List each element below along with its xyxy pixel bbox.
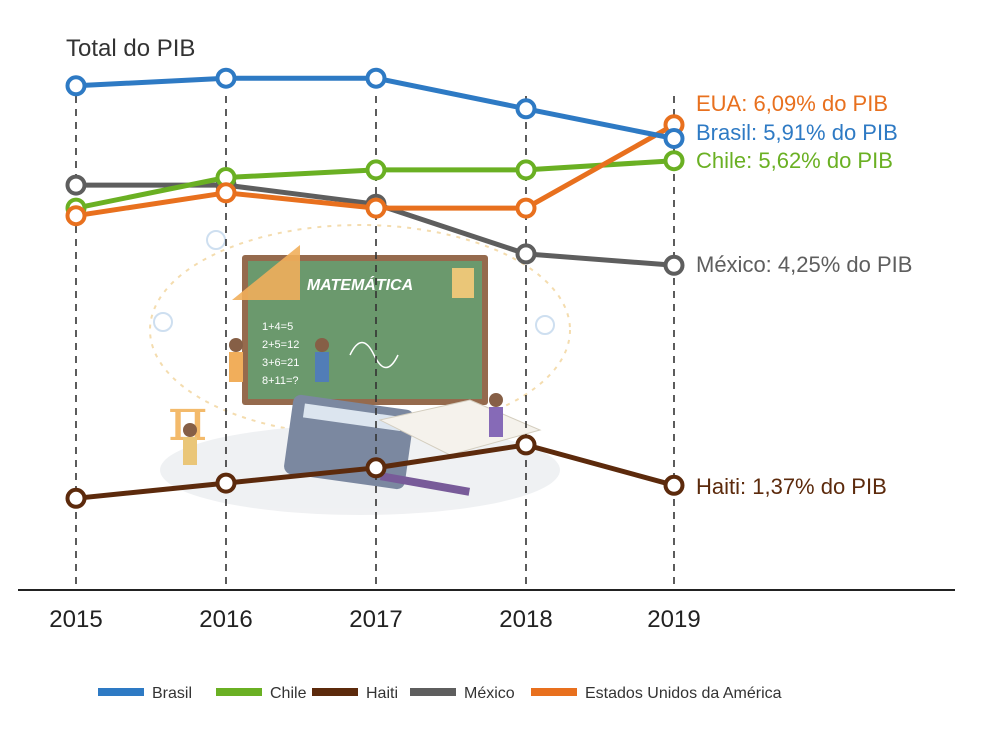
board-title: MATEMÁTICA — [307, 275, 413, 294]
data-point-haiti — [515, 434, 537, 456]
legend-item-brasil: Brasil — [98, 685, 192, 702]
legend-item-chile: Chile — [216, 685, 307, 702]
data-point-chile — [365, 159, 387, 181]
board-line: 3+6=21 — [262, 357, 299, 369]
x-tick-label: 2018 — [499, 606, 552, 633]
series-haiti — [65, 434, 685, 509]
data-point-chile — [663, 150, 685, 172]
end-label-estados-unidos-da-am-rica: EUA: 6,09% do PIB — [696, 91, 888, 116]
legend-label: México — [464, 685, 515, 702]
legend-label: Brasil — [152, 685, 192, 702]
x-tick-label: 2015 — [49, 606, 102, 633]
board-line: 8+11=? — [262, 375, 299, 387]
legend-item-estados-unidos-da-am-rica: Estados Unidos da América — [531, 685, 782, 702]
data-point-estados-unidos-da-am-rica — [65, 205, 87, 227]
end-label-haiti: Haiti: 1,37% do PIB — [696, 474, 887, 499]
legend: Brasil Chile Haiti México Estados Unidos da … — [98, 685, 782, 702]
data-point-m-xico — [663, 254, 685, 276]
board-line: 1+4=5 — [262, 321, 293, 333]
legend-label: Chile — [270, 685, 307, 702]
x-axis-ticks: 2015 2016 2017 2018 2019 — [49, 606, 700, 633]
data-point-brasil — [65, 75, 87, 97]
series-layer — [65, 67, 685, 509]
x-tick-label: 2019 — [647, 606, 700, 633]
data-point-haiti — [365, 457, 387, 479]
data-point-estados-unidos-da-am-rica — [215, 182, 237, 204]
series-brasil — [65, 67, 685, 149]
chart-title: Total do PIB — [66, 35, 195, 62]
data-point-m-xico — [65, 174, 87, 196]
end-label-chile: Chile: 5,62% do PIB — [696, 148, 893, 173]
data-point-haiti — [663, 474, 685, 496]
data-point-chile — [515, 159, 537, 181]
legend-item-m-xico: México — [410, 685, 515, 702]
legend-swatch — [98, 688, 144, 696]
legend-swatch — [410, 688, 456, 696]
board-line: 2+5=12 — [262, 339, 299, 351]
legend-item-haiti: Haiti — [312, 685, 398, 702]
data-point-brasil — [365, 67, 387, 89]
legend-swatch — [531, 688, 577, 696]
data-point-haiti — [215, 472, 237, 494]
data-point-m-xico — [515, 243, 537, 265]
data-point-brasil — [215, 67, 237, 89]
data-point-estados-unidos-da-am-rica — [365, 197, 387, 219]
x-tick-label: 2016 — [199, 606, 252, 633]
data-point-brasil — [515, 98, 537, 120]
legend-swatch — [216, 688, 262, 696]
math-classroom-illustration: MATEMÁTICA 1+4=5 2+5=12 3+6=21 8+11=? π — [149, 224, 571, 515]
end-labels: Brasil: 5,91% do PIB Chile: 5,62% do PIB H… — [696, 91, 912, 499]
end-label-brasil: Brasil: 5,91% do PIB — [696, 120, 898, 145]
data-point-brasil — [663, 128, 685, 149]
data-point-haiti — [65, 487, 87, 509]
legend-label: Estados Unidos da América — [585, 685, 782, 702]
legend-label: Haiti — [366, 685, 398, 702]
x-tick-label: 2017 — [349, 606, 402, 633]
end-label-m-xico: México: 4,25% do PIB — [696, 252, 912, 277]
legend-swatch — [312, 688, 358, 696]
data-point-estados-unidos-da-am-rica — [515, 197, 537, 219]
